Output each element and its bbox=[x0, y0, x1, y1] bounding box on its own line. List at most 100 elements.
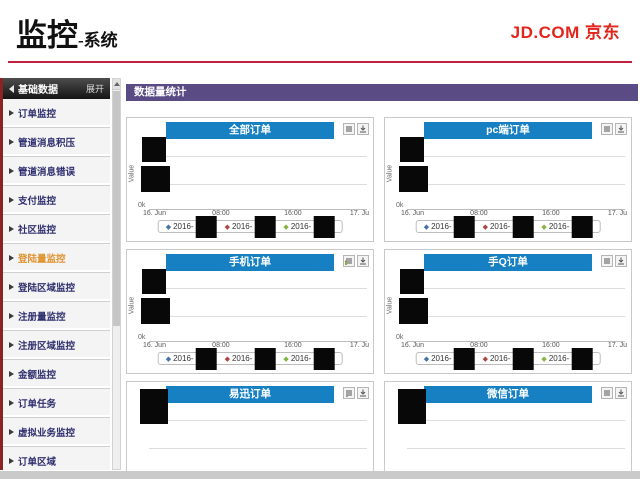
legend-label: 2016- bbox=[290, 354, 312, 363]
arrow-right-icon bbox=[9, 255, 14, 261]
sidebar-item[interactable]: 管道消息积压 bbox=[3, 128, 110, 157]
legend-item[interactable]: ◆ 2016- bbox=[165, 215, 217, 238]
redaction-block bbox=[142, 269, 166, 294]
gridline bbox=[149, 316, 367, 318]
export-menu-button[interactable] bbox=[601, 387, 613, 399]
arrow-up-icon bbox=[113, 82, 120, 86]
sidebar-item[interactable]: 管道消息错误 bbox=[3, 157, 110, 186]
redaction-block bbox=[571, 215, 593, 238]
legend-marker-icon: ◆ bbox=[423, 355, 430, 363]
gridline bbox=[149, 155, 367, 157]
arrow-right-icon bbox=[9, 371, 14, 377]
main-content: 数据量统计 全部订单 Value 0k 16. Jun 08:00 16:00 17.… bbox=[126, 84, 640, 479]
download-button[interactable] bbox=[615, 387, 627, 399]
x-axis-ticks: 16. Jun 08:00 16:00 17. Ju bbox=[143, 210, 369, 220]
x-axis-ticks: 16. Jun 08:00 16:00 17. Ju bbox=[143, 342, 369, 352]
chart-legend: ◆ 2016- ◆ 2016- ◆ 2016- bbox=[157, 215, 343, 238]
scroll-up-button[interactable] bbox=[113, 79, 120, 90]
download-button[interactable] bbox=[357, 123, 369, 135]
hamburger-icon bbox=[346, 390, 352, 397]
sidebar-item[interactable]: 登陆量监控 bbox=[3, 244, 110, 273]
sidebar-item[interactable]: 登陆区域监控 bbox=[3, 273, 110, 302]
chart-canvas bbox=[407, 145, 625, 209]
sidebar-item[interactable]: 社区监控 bbox=[3, 215, 110, 244]
sidebar-item[interactable]: 订单任务 bbox=[3, 389, 110, 418]
gridline bbox=[407, 316, 625, 318]
sidebar-item[interactable]: 虚拟业务监控 bbox=[3, 418, 110, 447]
expand-button[interactable]: 展开 bbox=[85, 84, 104, 94]
export-menu-button[interactable] bbox=[601, 123, 613, 135]
legend-marker-icon: ◆ bbox=[165, 223, 172, 231]
download-button[interactable] bbox=[357, 255, 369, 267]
export-buttons bbox=[601, 387, 627, 399]
sidebar-item[interactable]: 支付监控 bbox=[3, 186, 110, 215]
scrollbar-thumb[interactable] bbox=[113, 91, 120, 326]
export-menu-button[interactable] bbox=[343, 255, 355, 267]
legend-item[interactable]: ◆ 2016- bbox=[224, 215, 276, 238]
legend-item[interactable]: ◆ 2016- bbox=[283, 215, 335, 238]
legend-marker-icon: ◆ bbox=[482, 223, 488, 231]
download-button[interactable] bbox=[615, 255, 627, 267]
export-buttons bbox=[343, 387, 369, 399]
sidebar-item[interactable]: 金额监控 bbox=[3, 360, 110, 389]
download-button[interactable] bbox=[357, 387, 369, 399]
legend-label: 2016- bbox=[173, 354, 194, 363]
chart-title-bar: 全部订单 bbox=[166, 122, 334, 139]
chart-title: 手机订单 bbox=[229, 256, 271, 268]
chart-title: 微信订单 bbox=[487, 388, 529, 400]
legend-item[interactable]: ◆ 2016- bbox=[541, 215, 593, 238]
legend-item[interactable]: ◆ 2016- bbox=[482, 215, 534, 238]
legend-item[interactable]: ◆ 2016- bbox=[483, 347, 534, 370]
hamburger-icon bbox=[346, 126, 352, 132]
chart-title: 易迅订单 bbox=[229, 388, 271, 400]
download-icon bbox=[618, 257, 624, 265]
chart-plot bbox=[407, 277, 625, 342]
legend-item[interactable]: ◆ 2016- bbox=[423, 347, 475, 370]
export-menu-button[interactable] bbox=[601, 255, 613, 267]
sidebar-scrollbar[interactable] bbox=[112, 78, 121, 470]
x-axis-tick-label: 16:00 bbox=[284, 210, 302, 217]
chart-canvas bbox=[407, 409, 625, 473]
redaction-block bbox=[140, 389, 168, 424]
legend-item[interactable]: ◆ 2016- bbox=[541, 347, 593, 370]
section-title: 数据量统计 bbox=[134, 86, 187, 98]
page-bottom-edge bbox=[0, 471, 640, 479]
sidebar-menu: 订单监控 管道消息积压 管道消息错误 支付监控 社区监控 登陆量监控 登陆区域监… bbox=[3, 99, 110, 476]
sidebar-header[interactable]: 基础数据 展开 bbox=[3, 78, 110, 99]
chart-canvas bbox=[407, 277, 625, 341]
x-axis-tick-label: 08:00 bbox=[212, 342, 230, 349]
download-button[interactable] bbox=[615, 123, 627, 135]
chart-panel: 全部订单 Value 0k 16. Jun 08:00 16:00 17. Ju ◆ 2… bbox=[126, 117, 374, 242]
chart-panel: 手机订单 Value 0k 16. Jun 08:00 16:00 17. Ju ◆ 2… bbox=[126, 249, 374, 374]
redaction-block bbox=[254, 215, 276, 238]
export-menu-button[interactable] bbox=[343, 387, 355, 399]
chart-panel: 手Q订单 Value 0k 16. Jun 08:00 16:00 17. Ju ◆ 2… bbox=[384, 249, 632, 374]
arrow-right-icon bbox=[9, 342, 14, 348]
legend-item[interactable]: ◆ 2016- bbox=[166, 347, 217, 370]
legend-marker-icon: ◆ bbox=[283, 223, 289, 231]
sidebar-item[interactable]: 注册区域监控 bbox=[3, 331, 110, 360]
legend-item[interactable]: ◆ 2016- bbox=[283, 347, 335, 370]
hamburger-icon bbox=[604, 258, 610, 264]
export-buttons bbox=[343, 255, 369, 267]
legend-label: 2016- bbox=[231, 354, 253, 363]
gridline bbox=[407, 448, 625, 450]
legend-item[interactable]: ◆ 2016- bbox=[225, 347, 276, 370]
export-buttons bbox=[601, 255, 627, 267]
legend-marker-icon: ◆ bbox=[224, 223, 230, 231]
download-icon bbox=[618, 125, 624, 133]
chart-legend: ◆ 2016- ◆ 2016- ◆ 2016- bbox=[157, 347, 343, 370]
y-axis-zero-tick: 0k bbox=[396, 202, 404, 209]
page-title-sub: -系统 bbox=[78, 31, 118, 50]
arrow-right-icon bbox=[9, 139, 14, 145]
legend-item[interactable]: ◆ 2016- bbox=[424, 215, 475, 238]
chart-title-bar: pc端订单 bbox=[424, 122, 592, 139]
legend-label: 2016- bbox=[173, 222, 194, 231]
sidebar-item[interactable]: 注册量监控 bbox=[3, 302, 110, 331]
redaction-block bbox=[399, 166, 428, 192]
x-axis-tick-label: 16:00 bbox=[542, 210, 560, 217]
x-axis-tick-label: 08:00 bbox=[470, 210, 488, 217]
sidebar-item[interactable]: 订单监控 bbox=[3, 99, 110, 128]
sidebar-item-label: 管道消息错误 bbox=[18, 167, 76, 178]
export-menu-button[interactable] bbox=[343, 123, 355, 135]
